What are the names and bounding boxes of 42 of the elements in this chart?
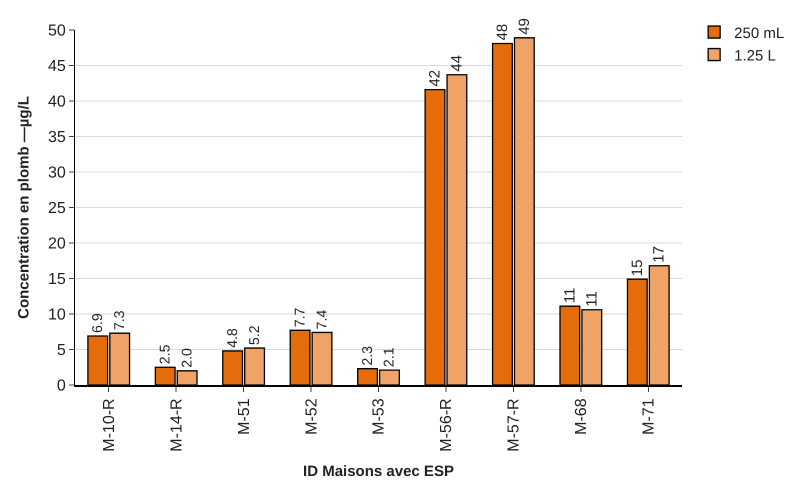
data-label: 4.8 (224, 328, 241, 348)
y-tick-label: 45 (48, 58, 66, 76)
y-tick-label: 15 (48, 271, 66, 288)
data-label: 42 (426, 70, 444, 87)
y-tick-label: 25 (48, 200, 66, 218)
data-label: 7.3 (112, 310, 128, 330)
legend-label: 1.25 L (734, 47, 776, 64)
data-label: 7.7 (292, 307, 308, 328)
data-label: 2.3 (360, 346, 376, 366)
y-tick-label: 50 (48, 22, 66, 40)
x-tick-label: M-52 (303, 398, 320, 435)
y-tick-label: 0 (56, 378, 66, 395)
data-label: 5.2 (246, 325, 263, 346)
data-label: 44 (448, 55, 466, 72)
x-tick-label: M-68 (573, 398, 590, 435)
data-label: 7.4 (314, 310, 330, 330)
data-label: 6.9 (90, 313, 106, 333)
data-label: 48 (494, 24, 511, 40)
y-axis-title: Concentration en plomb —µg/L (15, 96, 32, 319)
data-label: 15 (628, 260, 646, 276)
data-label: 17 (650, 246, 668, 263)
x-tick-label: M-56-R (438, 398, 456, 452)
y-tick-label: 40 (48, 94, 66, 111)
x-tick-label: M-51 (236, 398, 253, 435)
data-label: 2.5 (157, 344, 174, 364)
y-tick-label: 20 (48, 236, 66, 253)
data-label: 2.1 (382, 347, 398, 368)
data-label: 11 (561, 288, 578, 304)
data-label: 11 (583, 291, 600, 307)
y-tick-label: 30 (48, 164, 66, 182)
x-axis-title: ID Maisons avec ESP (303, 463, 454, 480)
y-tick-label: 35 (48, 129, 66, 146)
x-tick-label: M-71 (640, 398, 658, 435)
x-tick-label: M-10-R (100, 398, 118, 452)
x-tick-label: M-14-R (168, 398, 186, 452)
legend-label: 250 mL (734, 24, 784, 42)
y-tick-label: 10 (48, 306, 66, 324)
x-tick-label: M-57-R (506, 398, 523, 452)
y-tick-label: 5 (56, 342, 66, 360)
x-tick-label: M-53 (370, 398, 388, 435)
data-label: 49 (516, 18, 533, 35)
data-label: 2.0 (179, 348, 196, 368)
